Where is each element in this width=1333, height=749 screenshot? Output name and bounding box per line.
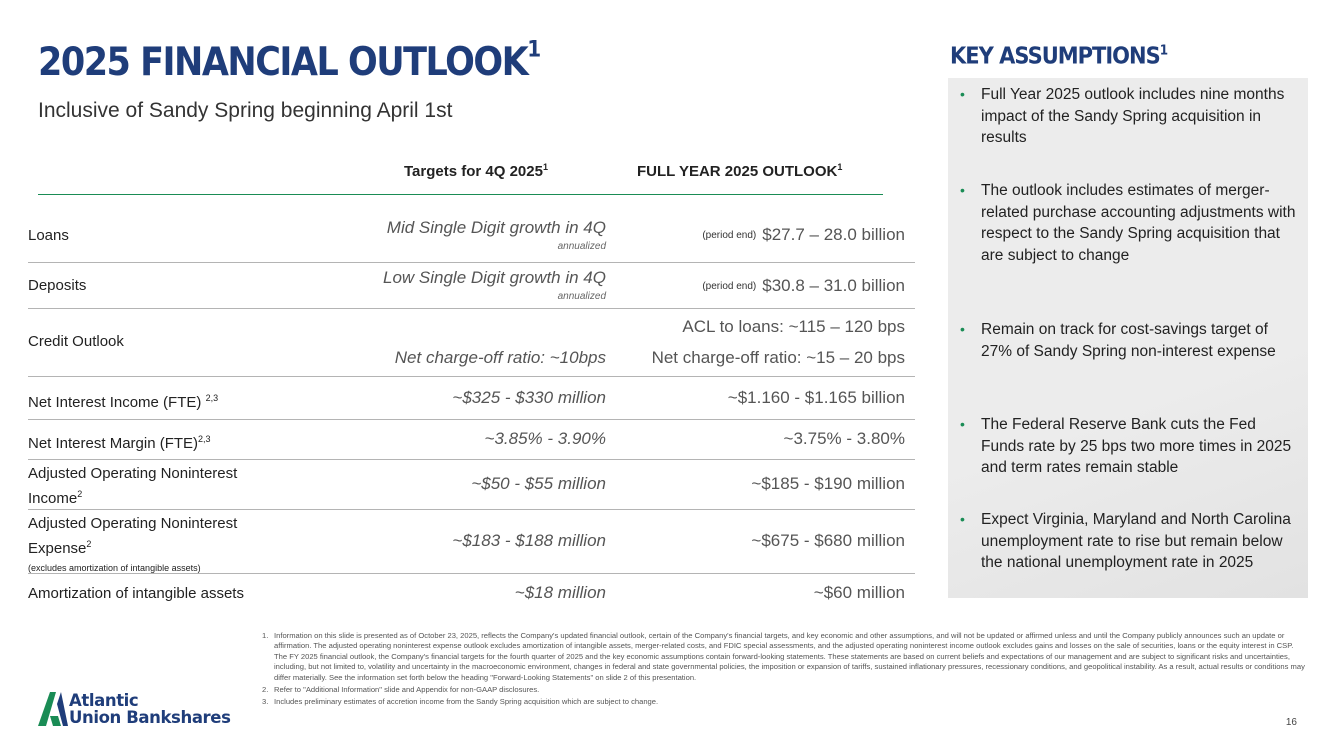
full-year-value: ~3.75% - 3.80% — [783, 429, 905, 448]
footnote: 2. Refer to "Additional Information" slid… — [262, 685, 540, 695]
full-year-value: ~$185 - $190 million — [751, 474, 905, 493]
target-value: ~$18 million — [514, 583, 606, 602]
page-title: 2025 FINANCIAL OUTLOOK1 — [38, 35, 541, 86]
bullet-dot-icon: • — [960, 416, 965, 432]
period-end-note: (period end) — [702, 230, 757, 241]
target-note: annualized — [557, 291, 606, 302]
footnote: 3. Includes preliminary estimates of accr… — [262, 697, 659, 707]
full-year-value: Net charge-off ratio: ~15 – 20 bps — [651, 348, 905, 367]
key-assumptions-title: KEY ASSUMPTIONS1 — [950, 42, 1168, 69]
row-label: Deposits — [28, 277, 87, 294]
table-row-net-interest-income: Net Interest Income (FTE) 2,3 ~$325 - $3… — [28, 376, 915, 420]
assumption-bullet: • The Federal Reserve Bank cuts the Fed F… — [960, 416, 1292, 476]
atlantic-union-logo: Atlantic Union Bankshares — [38, 692, 256, 732]
assumption-bullet: • Expect Virginia, Maryland and North Car… — [960, 511, 1291, 571]
bullet-dot-icon: • — [960, 86, 965, 102]
bullet-dot-icon: • — [960, 182, 965, 198]
target-note: annualized — [557, 241, 606, 252]
full-year-value: ~$675 - $680 million — [751, 531, 905, 550]
logo-wordmark: Atlantic Union Bankshares — [69, 691, 231, 727]
target-value: Low Single Digit growth in 4Q — [382, 268, 606, 287]
period-end-note: (period end) — [702, 281, 757, 292]
row-label-note: (excludes amortization of intangible ass… — [28, 563, 201, 573]
header-divider — [38, 194, 883, 195]
table-row-net-interest-margin: Net Interest Margin (FTE)2,3 ~3.85% - 3.… — [28, 419, 915, 460]
table-row-amortization: Amortization of intangible assets ~$18 m… — [28, 573, 915, 613]
page-number: 16 — [1285, 717, 1297, 728]
target-value: Net charge-off ratio: ~10bps — [394, 348, 606, 367]
footnotes: 1. Information on this slide is presented… — [262, 631, 1307, 710]
title-footnote-ref: 1 — [527, 35, 541, 63]
row-label: Loans — [28, 227, 69, 244]
table-row-deposits: Deposits Low Single Digit growth in 4Q a… — [28, 262, 915, 309]
row-label: Adjusted Operating Noninterest Expense2 (e… — [28, 515, 238, 573]
target-value: ~$50 - $55 million — [471, 474, 606, 493]
assumption-bullet: • Full Year 2025 outlook includes nine mo… — [960, 86, 1285, 146]
target-value: ~$325 - $330 million — [452, 388, 606, 407]
table-row-noninterest-expense: Adjusted Operating Noninterest Expense2 (e… — [28, 509, 915, 574]
logo-mark-icon — [38, 692, 68, 726]
full-year-value: (period end) $30.8 – 31.0 billion — [702, 276, 905, 295]
row-label: Credit Outlook — [28, 333, 124, 350]
row-label: Net Interest Margin (FTE)2,3 — [28, 434, 211, 452]
row-label: Amortization of intangible assets — [28, 585, 244, 602]
full-year-value: ~$60 million — [813, 583, 905, 602]
target-value: ~$183 - $188 million — [452, 531, 606, 550]
assumption-bullet: • The outlook includes estimates of merge… — [960, 182, 1296, 264]
row-label: Net Interest Income (FTE) 2,3 — [28, 393, 219, 411]
target-value: ~3.85% - 3.90% — [484, 429, 606, 448]
column-header-targets: Targets for 4Q 20251 — [404, 162, 548, 180]
row-label: Adjusted Operating Noninterest Income2 — [28, 465, 238, 507]
key-assumptions-panel — [948, 78, 1308, 598]
table-row-loans: Loans Mid Single Digit growth in 4Q annu… — [28, 208, 915, 263]
bullet-dot-icon: • — [960, 511, 965, 527]
column-header-full-year: FULL YEAR 2025 OUTLOOK1 — [637, 162, 843, 180]
page-subtitle: Inclusive of Sandy Spring beginning Apri… — [38, 99, 453, 122]
full-year-value: (period end) $27.7 – 28.0 billion — [702, 225, 905, 244]
bullet-dot-icon: • — [960, 321, 965, 337]
full-year-value: ~$1.160 - $1.165 billion — [727, 388, 905, 407]
table-row-noninterest-income: Adjusted Operating Noninterest Income2 ~$… — [28, 459, 915, 510]
acl-to-loans-value: ACL to loans: ~115 – 120 bps — [682, 317, 905, 336]
footnote: 1. Information on this slide is presented… — [262, 631, 1305, 682]
assumption-bullet: • Remain on track for cost-savings target… — [960, 321, 1276, 360]
table-row-credit-outlook: Credit Outlook ACL to loans: ~115 – 120 … — [28, 308, 915, 377]
target-value: Mid Single Digit growth in 4Q — [386, 218, 606, 237]
